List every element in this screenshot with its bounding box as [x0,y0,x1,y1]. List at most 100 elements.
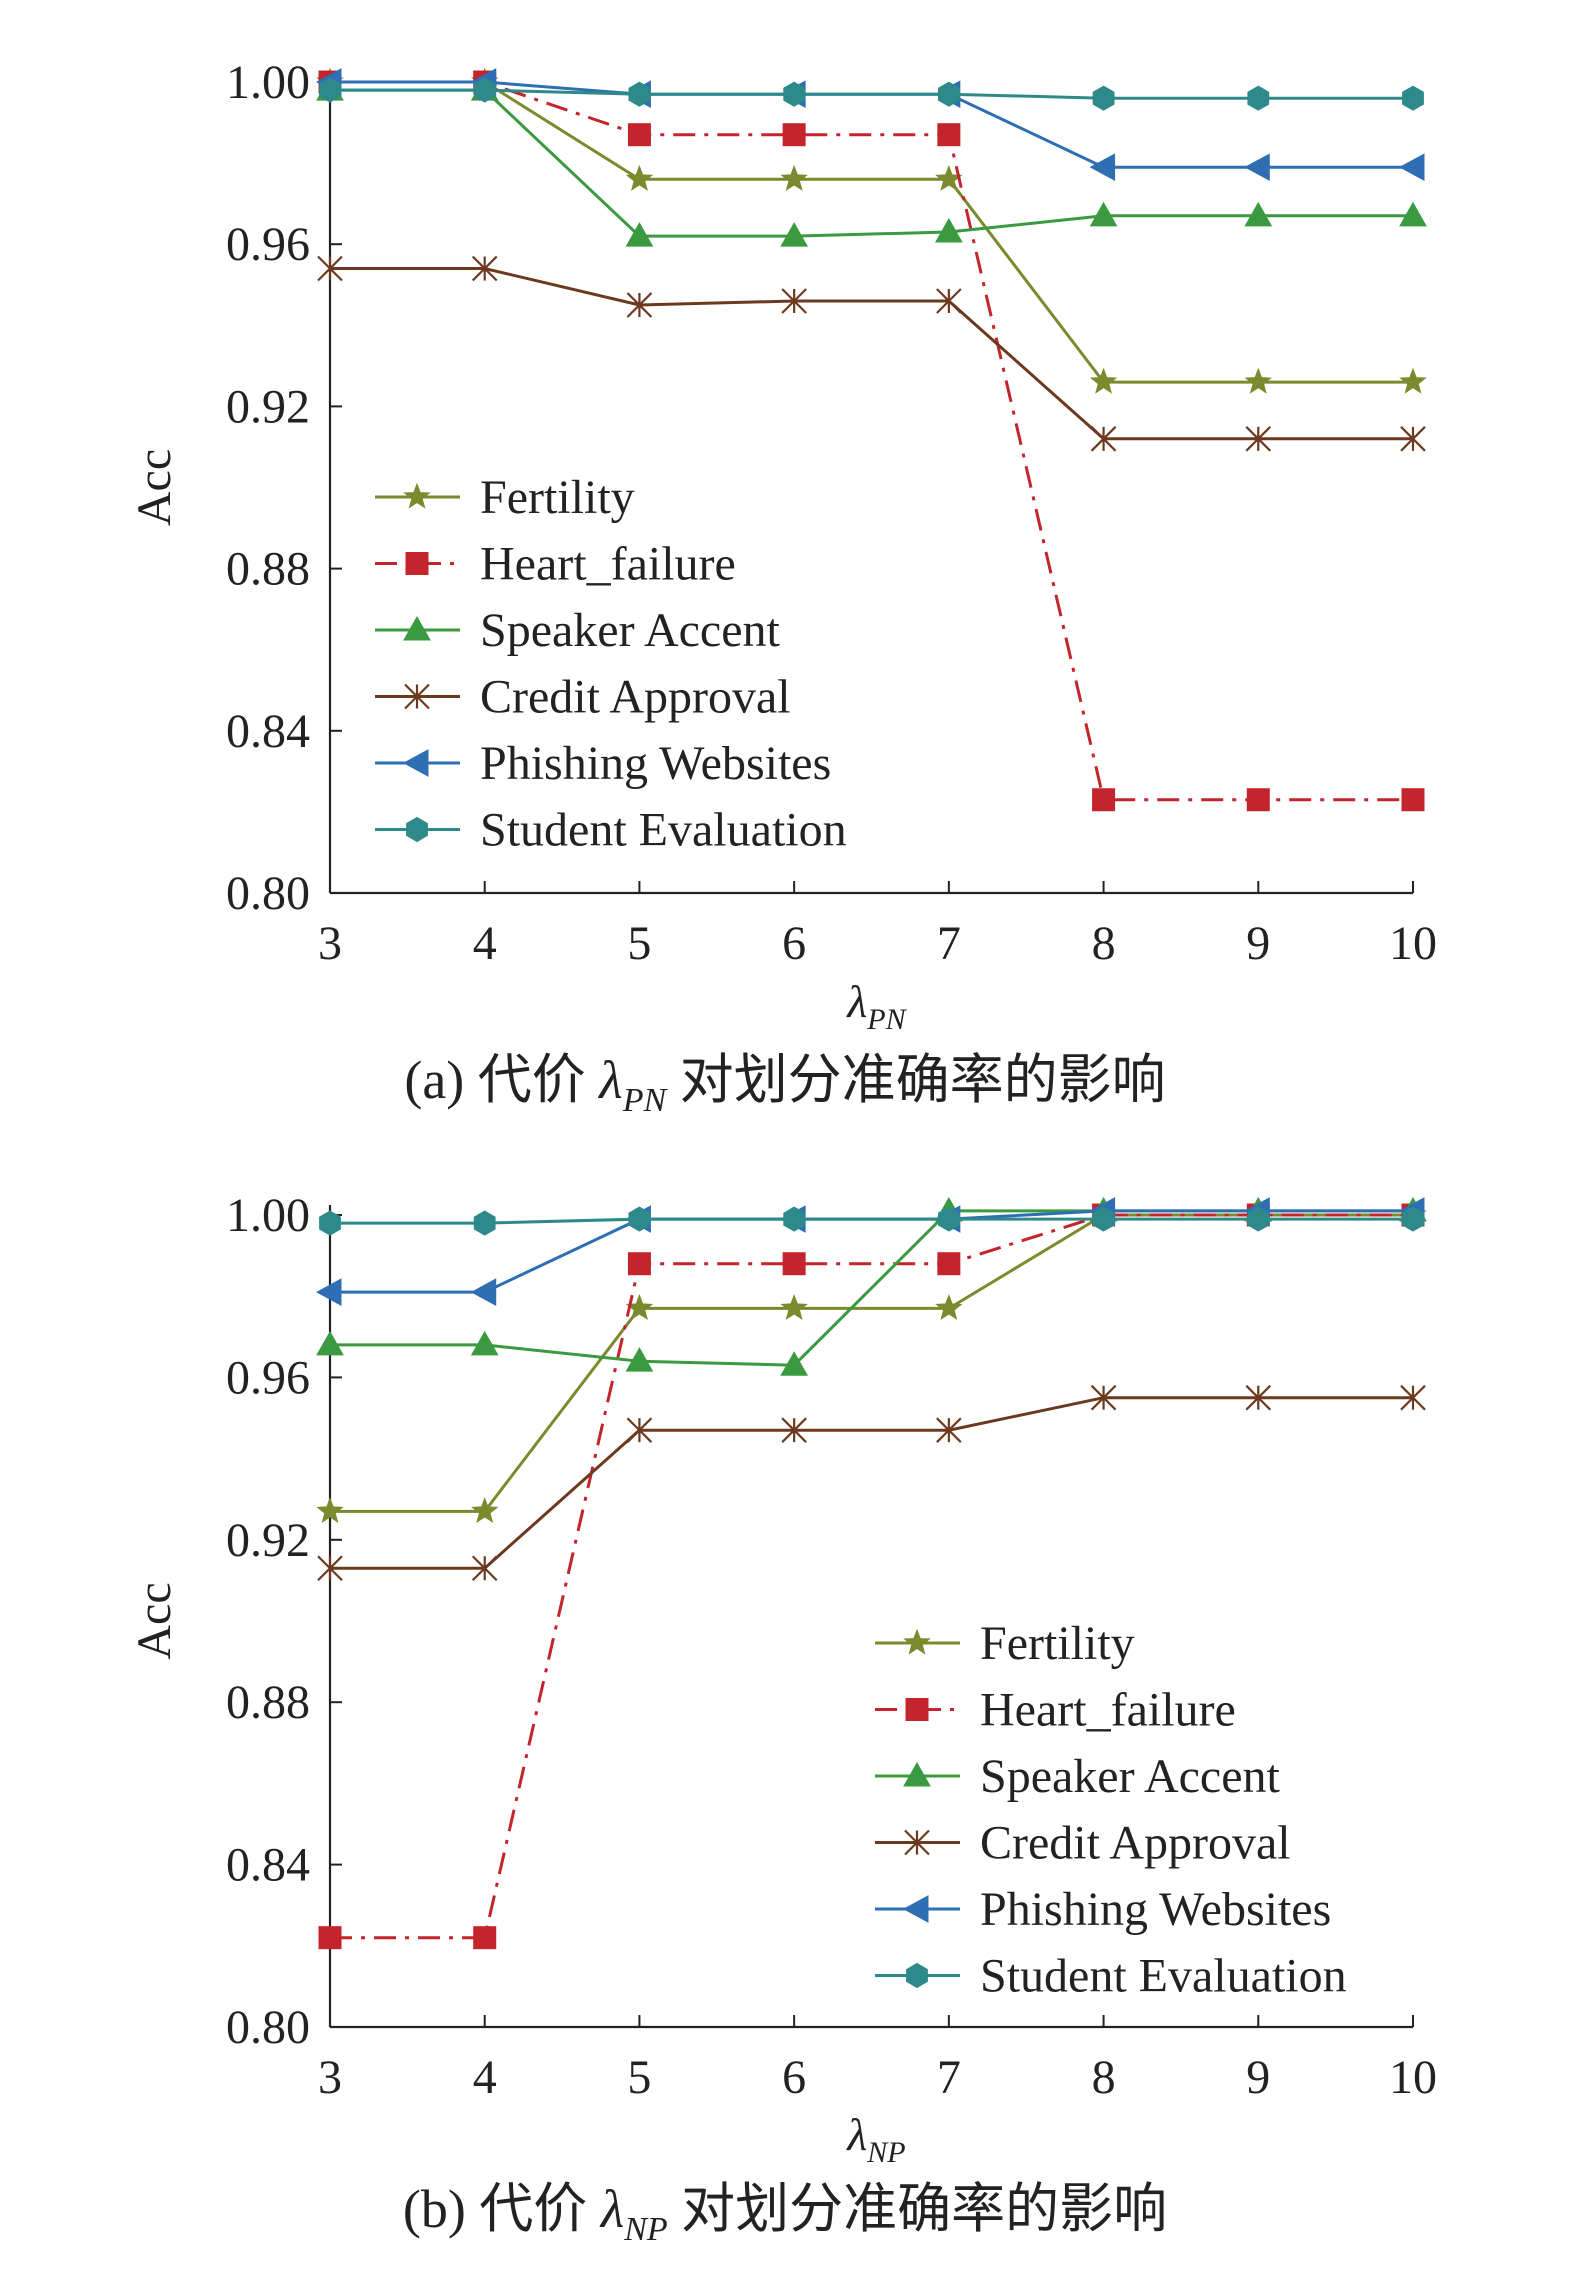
data-point-credit-approval [781,288,807,314]
data-point-student-evaluation [1092,85,1115,111]
legend-label: Heart_failure [480,538,736,591]
legend-label: Heart_failure [980,1684,1236,1737]
y-tick-label: 0.80 [226,2001,310,2054]
x-axis-label-subscript: PN [866,1003,907,1036]
x-tick-label: 8 [1092,2051,1116,2104]
y-tick-label: 0.84 [226,705,310,758]
data-point-heart-failure [1246,788,1270,812]
series-line-fertility [330,1213,1413,1513]
data-point-credit-approval [1400,426,1426,452]
data-point-fertility [780,1293,808,1321]
data-point-fertility [1244,367,1272,394]
data-point-student-evaluation [783,1206,805,1232]
legend-marker [405,552,429,575]
data-point-speaker-accent [780,1351,808,1376]
data-point-speaker-accent [1089,201,1118,227]
caption-prefix: (b) 代价 [403,2179,601,2239]
chart-panel-a: 0.800.840.880.920.961.003 4 5 6 7 8 9 10AccλPNF… [128,56,1437,1119]
y-tick-label: 1.00 [226,1189,310,1242]
legend-marker [406,816,428,843]
x-axis-label-symbol: λ [845,2109,867,2160]
legend-marker [902,1895,929,1923]
x-tick-label: 8 [1092,917,1116,970]
series-line-credit-approval [330,1396,1413,1570]
legend-marker [904,1829,930,1856]
x-tick-label: 4 [473,917,497,970]
caption-subscript: PN [622,1082,669,1119]
legend-marker [403,482,431,509]
data-point-heart-failure [937,123,961,147]
legend: Fertility Heart_failure Speaker Accent Cred… [375,471,847,857]
data-point-student-evaluation [628,1206,651,1232]
data-point-student-evaluation [319,1210,341,1236]
x-tick-label: 6 [782,917,806,970]
data-point-fertility [935,1293,963,1321]
x-axis-label: λNP [845,2109,905,2169]
x-tick-label: 10 [1389,917,1437,970]
legend-label: Speaker Accent [480,604,781,657]
y-tick-label: 1.00 [226,56,310,109]
y-axis-label: Acc [128,449,181,526]
legend-label: Speaker Accent [980,1750,1281,1803]
legend-label: Student Evaluation [480,804,847,857]
data-point-speaker-accent [780,222,808,247]
x-axis-label: λPN [845,976,907,1036]
data-point-speaker-accent [625,1347,654,1372]
data-point-speaker-accent [470,1330,499,1356]
data-point-phishing-websites [1244,153,1270,181]
data-point-fertility [1399,367,1427,394]
legend-item: Credit Approval [375,671,791,724]
series-line-speaker-accent [330,88,1413,238]
data-point-credit-approval [1245,426,1272,452]
caption-symbol: λ [597,1050,622,1110]
data-point-student-evaluation [319,77,341,103]
figure-caption: (b) 代价 λNP 对划分准确率的影响 [403,2179,1167,2248]
data-point-heart-failure [627,1252,651,1276]
x-tick-label: 7 [937,2051,961,2104]
data-point-student-evaluation [1247,1206,1270,1232]
data-point-credit-approval [781,1417,807,1443]
legend-label: Phishing Websites [980,1883,1331,1936]
data-point-credit-approval [471,1555,498,1581]
legend-marker [903,1761,931,1787]
data-point-credit-approval [1090,426,1117,452]
data-point-student-evaluation [628,81,651,107]
series-line-student-evaluation [330,88,1413,100]
series-credit-approval [317,255,1426,452]
y-tick-label: 0.92 [226,1514,310,1567]
legend-item: Heart_failure [375,538,736,591]
legend: Fertility Heart_failure Speaker Accent Cred… [875,1617,1347,2003]
caption-prefix: (a) 代价 [404,1050,599,1110]
series-student-evaluation [319,1206,1424,1236]
data-point-phishing-websites [315,1278,342,1306]
y-tick-label: 0.88 [226,543,310,596]
legend-marker [906,1962,928,1989]
x-tick-label: 10 [1389,2051,1437,2104]
legend-item: Student Evaluation [375,804,847,857]
data-point-speaker-accent [316,1330,344,1356]
series-fertility [316,1200,1427,1524]
legend-item: Fertility [875,1617,1135,1670]
x-axis-label-symbol: λ [845,976,867,1027]
data-point-student-evaluation [473,1210,496,1236]
data-point-speaker-accent [935,218,963,243]
data-point-student-evaluation [1247,85,1270,111]
series-fertility [316,67,1427,394]
data-point-credit-approval [626,292,653,318]
legend-label: Credit Approval [980,1817,1291,1870]
legend-label: Student Evaluation [980,1950,1347,2003]
x-tick-label: 5 [627,2051,651,2104]
data-point-credit-approval [936,1417,962,1443]
y-tick-label: 0.88 [226,1676,310,1729]
x-axis-label-subscript: NP [866,2136,905,2169]
legend-label: Fertility [980,1617,1135,1670]
legend-item: Student Evaluation [875,1950,1347,2003]
series-line-credit-approval [330,267,1413,441]
legend-marker [903,1628,931,1655]
x-tick-label: 3 [318,2051,342,2104]
chart-panel-b: 0.800.840.880.920.961.003 4 5 6 7 8 9 10AccλNPF… [128,1189,1437,2248]
x-tick-label: 3 [318,917,342,970]
data-point-credit-approval [317,1555,343,1581]
data-point-phishing-websites [1398,153,1425,181]
